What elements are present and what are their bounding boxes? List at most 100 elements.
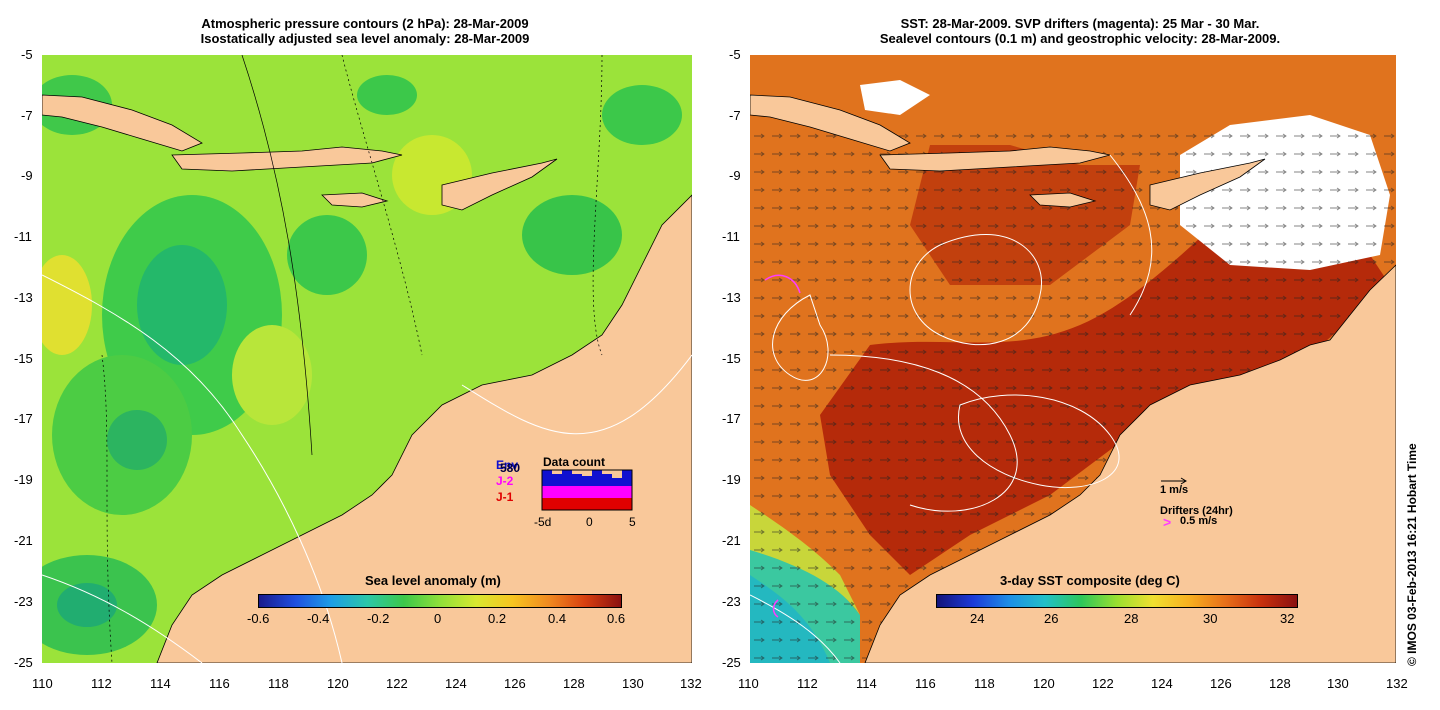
left-panel-title: Atmospheric pressure contours (2 hPa): 2… (100, 16, 630, 46)
cloud-mask (860, 80, 930, 115)
sla-cbar-tick: -0.6 (247, 611, 270, 626)
data-count-xtick: 0 (586, 515, 593, 529)
y-tick: -15 (722, 351, 741, 366)
y-tick: -25 (14, 655, 33, 670)
y-tick: -21 (14, 533, 33, 548)
right-title-line1: SST: 28-Mar-2009. SVP drifters (magenta)… (900, 16, 1260, 31)
sea-level-contour (750, 594, 841, 663)
left-title-line2: Isostatically adjusted sea level anomaly… (200, 31, 530, 46)
timor-island (1149, 158, 1266, 211)
sla-low-patch (522, 195, 622, 275)
nusa-tenggara-islands (171, 146, 403, 172)
drifter-track (764, 274, 801, 294)
y-tick: -11 (722, 229, 740, 244)
copyright-label: © IMOS 03-Feb-2013 16:21 Hobart Time (1405, 443, 1419, 666)
sst-cbar-tick: 32 (1280, 611, 1295, 626)
left-title-line1: Atmospheric pressure contours (2 hPa): 2… (201, 16, 529, 31)
velocity-scale-label: 1 m/s (1160, 484, 1189, 496)
legend-j2: J-2 (496, 474, 514, 488)
drifters-label: Drifters (24hr) (1160, 505, 1233, 517)
sst-map-graphic (750, 55, 1396, 663)
x-tick: 126 (504, 676, 526, 691)
x-tick: 116 (209, 676, 230, 691)
data-count-xtick: 5 (629, 515, 636, 529)
sea-level-contour (772, 294, 829, 381)
legend-env: Env (496, 458, 519, 472)
velocity-scale-arrow (1161, 477, 1187, 485)
x-tick: 116 (915, 676, 936, 691)
data-count-xtick: -5d (534, 515, 552, 529)
sla-low-core (107, 410, 167, 470)
x-tick: 130 (1327, 676, 1349, 691)
legend-overlap-count: 580 (500, 461, 521, 475)
y-tick: -7 (729, 108, 741, 123)
drifter-track (772, 599, 779, 618)
env-bar (572, 474, 582, 486)
x-tick: 120 (1033, 676, 1055, 691)
sea-level-contour (958, 394, 1120, 489)
sst-cbar-tick: 24 (970, 611, 985, 626)
sst-cbar-tick: 30 (1203, 611, 1218, 626)
y-tick: -5 (729, 47, 741, 62)
sla-low-core (57, 583, 117, 627)
pressure-contour (42, 574, 203, 663)
sla-high-patch (42, 255, 92, 355)
x-tick: 128 (563, 676, 585, 691)
legend-j1: J-1 (496, 490, 514, 504)
x-tick: 110 (32, 676, 53, 691)
x-tick: 124 (445, 676, 467, 691)
x-tick: 132 (1386, 676, 1408, 691)
x-tick: 114 (150, 676, 171, 691)
sla-cbar-tick: 0.4 (548, 611, 567, 626)
y-tick: -23 (722, 594, 741, 609)
pressure-contour (42, 274, 343, 663)
x-tick: 122 (1092, 676, 1114, 691)
y-tick: -23 (14, 594, 33, 609)
env-bar (562, 470, 572, 486)
sla-contour (101, 354, 113, 663)
x-tick: 118 (974, 676, 995, 691)
sla-cbar-tick: -0.4 (307, 611, 330, 626)
y-tick: -19 (722, 472, 741, 487)
sla-cbar-tick: 0.6 (607, 611, 626, 626)
x-tick: 112 (797, 676, 818, 691)
env-bar (622, 470, 632, 486)
x-tick: 126 (1210, 676, 1232, 691)
sla-low-patch (602, 85, 682, 145)
sla-cbar-tick: 0 (434, 611, 442, 626)
y-tick: -7 (21, 108, 33, 123)
sst-map[interactable] (750, 55, 1396, 663)
histogram-frame (541, 469, 633, 511)
x-tick: 128 (1269, 676, 1291, 691)
sst-cbar-tick: 26 (1044, 611, 1059, 626)
right-panel-title: SST: 28-Mar-2009. SVP drifters (magenta)… (790, 16, 1370, 46)
sla-contour (592, 55, 603, 356)
env-bar (552, 474, 562, 486)
x-tick: 118 (268, 676, 289, 691)
sea-level-anomaly-map[interactable] (42, 55, 692, 663)
sst-colorbar-title: 3-day SST composite (deg C) (1000, 573, 1180, 588)
sla-cbar-tick: -0.2 (367, 611, 390, 626)
y-tick: -9 (21, 168, 33, 183)
sla-low-patch (287, 215, 367, 295)
sea-level-contour (909, 234, 1042, 346)
j1-bars (542, 498, 632, 510)
y-tick: -5 (21, 47, 33, 62)
sumba-island (1029, 192, 1097, 208)
java-island (750, 94, 911, 152)
env-bar (602, 474, 612, 486)
right-title-line2: Sealevel contours (0.1 m) and geostrophi… (879, 31, 1281, 46)
drifter-marker: > (1163, 514, 1172, 530)
sla-colorbar (258, 594, 622, 608)
sumba-island (321, 192, 389, 208)
x-tick: 110 (738, 676, 759, 691)
drifter-speed-label: 0.5 m/s (1180, 515, 1218, 527)
x-tick: 120 (327, 676, 349, 691)
y-tick: -17 (722, 411, 741, 426)
sla-contour (241, 55, 313, 456)
pressure-contour (461, 354, 692, 435)
x-tick: 132 (680, 676, 702, 691)
data-count-title: Data count (543, 455, 606, 469)
sla-cbar-tick: 0.2 (488, 611, 507, 626)
y-tick: -13 (722, 290, 741, 305)
